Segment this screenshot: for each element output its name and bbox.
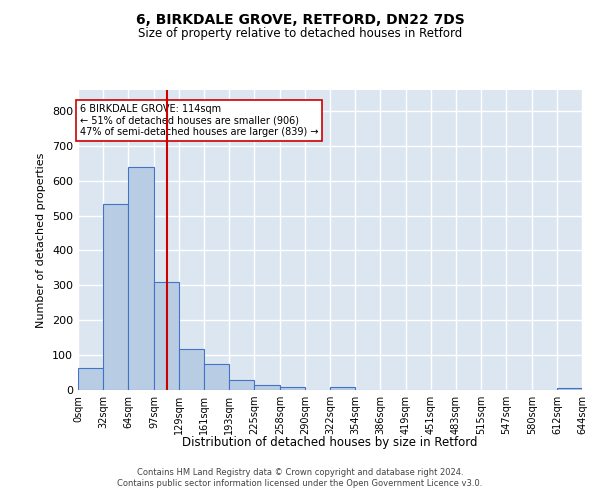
Bar (330, 387, 355, 390)
Bar (557, 388, 582, 390)
Text: 6 BIRKDALE GROVE: 114sqm
← 51% of detached houses are smaller (906)
47% of semi-: 6 BIRKDALE GROVE: 114sqm ← 51% of detach… (80, 104, 318, 137)
Text: Contains HM Land Registry data © Crown copyright and database right 2024.
Contai: Contains HM Land Registry data © Crown c… (118, 468, 482, 487)
Bar (128, 168, 154, 390)
Text: Distribution of detached houses by size in Retford: Distribution of detached houses by size … (182, 436, 478, 449)
Bar (254, 385, 280, 390)
Bar (103, 204, 128, 390)
Bar (179, 349, 204, 390)
Bar (229, 380, 254, 390)
Text: Size of property relative to detached houses in Retford: Size of property relative to detached ho… (138, 28, 462, 40)
Bar (78, 368, 103, 390)
Bar (280, 386, 305, 390)
Bar (204, 364, 229, 390)
Y-axis label: Number of detached properties: Number of detached properties (37, 152, 46, 328)
Text: 6, BIRKDALE GROVE, RETFORD, DN22 7DS: 6, BIRKDALE GROVE, RETFORD, DN22 7DS (136, 12, 464, 26)
Bar (154, 282, 179, 390)
